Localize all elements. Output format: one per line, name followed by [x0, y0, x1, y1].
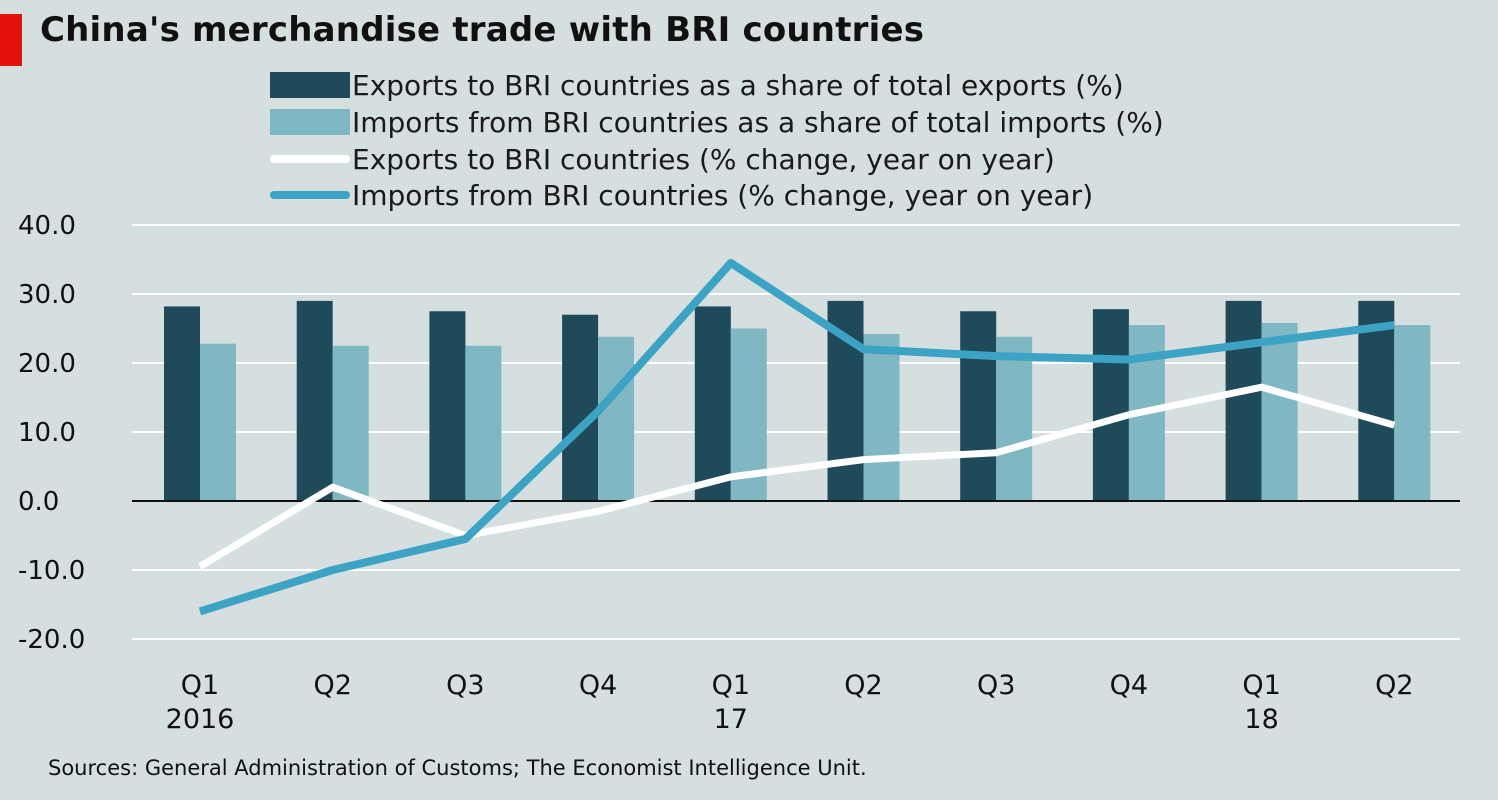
x-tick-label: 2016: [166, 704, 235, 735]
y-tick-label: 30.0: [18, 280, 76, 310]
bar-imports-share: [200, 343, 236, 501]
bar-imports-share: [332, 345, 369, 501]
x-tick-label: Q2: [313, 670, 351, 701]
x-tick-label: 18: [1244, 704, 1278, 735]
y-tick-label: -10.0: [18, 556, 85, 586]
y-tick-label: 10.0: [18, 418, 76, 448]
x-tick-label: Q1: [181, 670, 219, 701]
bar-imports-share: [1394, 325, 1431, 501]
legend-item-exports-share: Exports to BRI countries as a share of t…: [270, 68, 1124, 102]
x-tick-label: Q1: [1242, 670, 1280, 701]
bar-imports-share: [996, 336, 1033, 501]
brand-accent-bar: [0, 14, 22, 66]
legend-swatch-imports-change: [270, 191, 350, 199]
x-tick-label: 17: [714, 704, 748, 735]
legend-item-imports-share: Imports from BRI countries as a share of…: [270, 105, 1164, 139]
bar-imports-share: [1261, 322, 1298, 501]
legend-label-exports-change: Exports to BRI countries (% change, year…: [352, 142, 1055, 176]
x-tick-label: Q3: [977, 670, 1015, 701]
line-imports-change: [198, 258, 1395, 616]
bar-exports-share: [562, 314, 599, 501]
legend-label-exports-share: Exports to BRI countries as a share of t…: [352, 68, 1124, 102]
bar-imports-share: [863, 334, 900, 501]
y-tick-label: 0.0: [18, 487, 59, 517]
bar-imports-share: [465, 345, 502, 501]
legend-item-exports-change: Exports to BRI countries (% change, year…: [270, 142, 1055, 176]
legend-swatch-exports-change: [270, 155, 350, 163]
legend-item-imports-change: Imports from BRI countries (% change, ye…: [270, 178, 1093, 212]
y-tick-label: 40.0: [18, 211, 76, 241]
bar-exports-share: [1358, 300, 1395, 501]
legend-swatch-exports-share: [270, 72, 350, 98]
bar-exports-share: [429, 311, 466, 501]
y-tick-label: 20.0: [18, 349, 76, 379]
bar-exports-share: [164, 306, 200, 501]
x-tick-label: Q4: [1110, 670, 1148, 701]
x-tick-label: Q4: [579, 670, 617, 701]
x-tick-label: Q2: [844, 670, 882, 701]
bar-exports-share: [694, 306, 731, 501]
bar-exports-share: [1225, 300, 1262, 501]
source-note: Sources: General Administration of Custo…: [48, 756, 867, 780]
x-tick-label: Q1: [712, 670, 750, 701]
x-tick-label: Q3: [446, 670, 484, 701]
line-exports-change: [198, 383, 1396, 570]
bar-exports-share: [960, 311, 997, 501]
bar-imports-share: [598, 336, 635, 501]
bar-exports-share: [296, 300, 333, 501]
legend-swatch-imports-share: [270, 109, 350, 135]
legend-label-imports-share: Imports from BRI countries as a share of…: [352, 105, 1164, 139]
x-tick-label: Q2: [1375, 670, 1413, 701]
legend-label-imports-change: Imports from BRI countries (% change, ye…: [352, 178, 1094, 212]
chart-title: China's merchandise trade with BRI count…: [40, 10, 925, 50]
bar-exports-share: [1092, 309, 1129, 501]
y-tick-label: -20.0: [18, 625, 85, 655]
